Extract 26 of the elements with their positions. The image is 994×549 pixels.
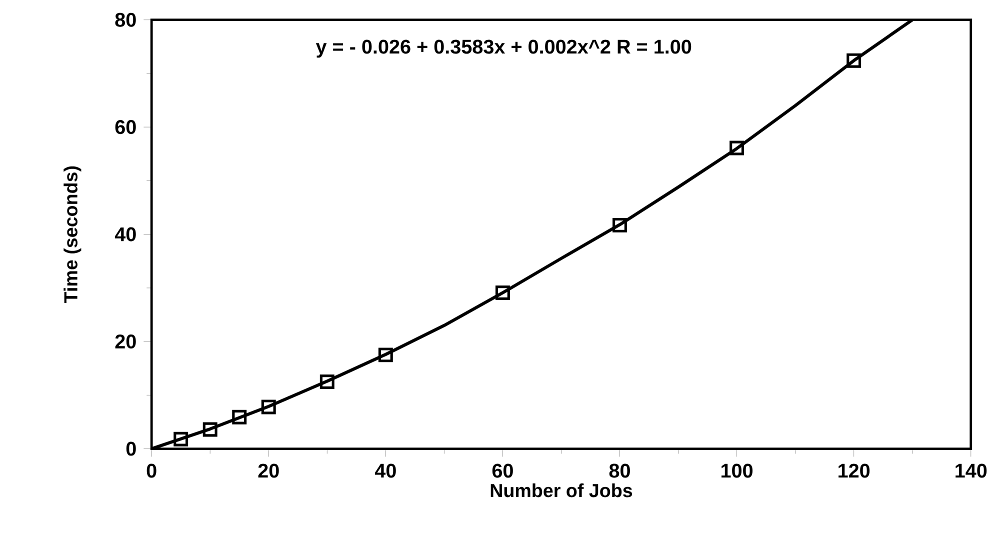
point — [174, 432, 188, 446]
x-tick-label: 80 — [609, 464, 630, 478]
point — [232, 410, 247, 424]
point — [378, 348, 393, 362]
x-tick-label: 20 — [258, 464, 279, 478]
x-tick-label: 120 — [838, 464, 870, 478]
y-tick-label: 20 — [115, 334, 136, 349]
point — [730, 140, 744, 156]
y-tick-label: 40 — [114, 227, 136, 242]
x-tick-label: 60 — [492, 464, 513, 478]
point — [202, 422, 218, 437]
y-tick-label: 0 — [126, 442, 136, 456]
x-axis-title: Number of Jobs — [490, 483, 632, 498]
x-tick-label: 140 — [956, 464, 987, 478]
point — [495, 286, 510, 300]
y-axis-title: Time (seconds) — [64, 166, 82, 304]
point — [846, 53, 862, 68]
x-tick-label: 100 — [722, 464, 753, 478]
annotation: y = - 0.026 + 0.3583x + 0.002x^2 R = 1.00 — [316, 40, 692, 58]
y-tick-label: 60 — [115, 120, 136, 134]
x-tick-label: 0 — [146, 464, 156, 478]
y-tick-label: 80 — [115, 12, 136, 27]
x-tick-label: 40 — [374, 464, 396, 478]
point — [261, 400, 276, 414]
point — [612, 218, 627, 232]
point — [320, 374, 334, 390]
